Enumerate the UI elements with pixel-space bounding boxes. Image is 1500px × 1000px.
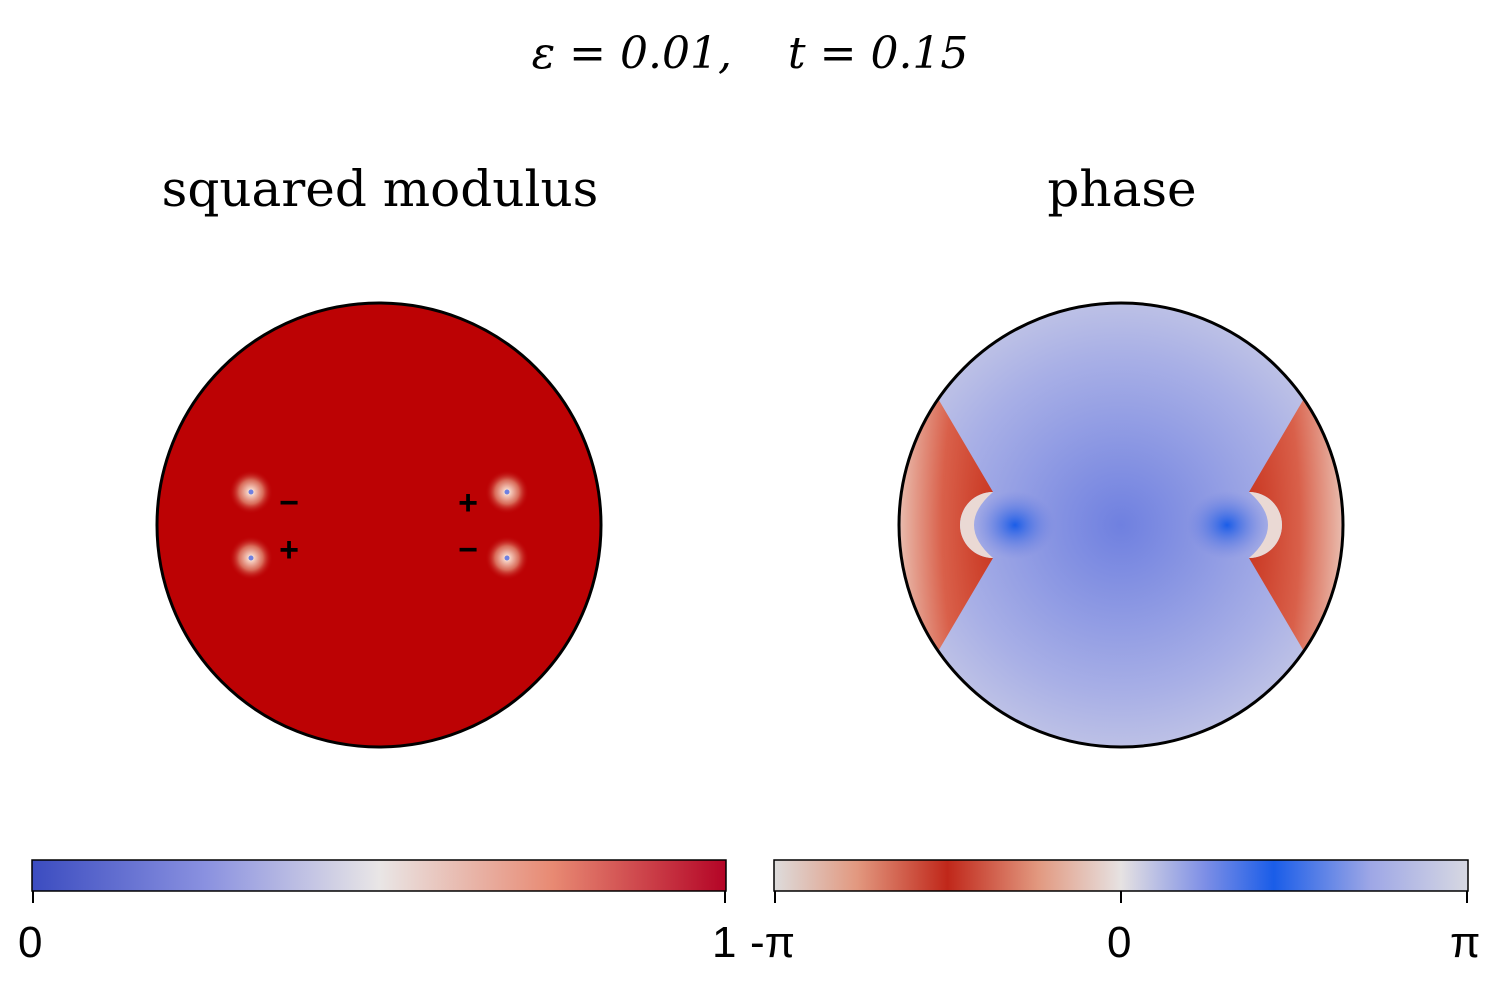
phase-colorbar-gradient [773,859,1469,892]
phase-panel [897,301,1345,749]
vortex-sign-label: + [279,531,299,569]
phase-blue-cup-left [975,491,1055,559]
modulus-disk-outline [155,301,603,749]
vortex-center [504,489,510,495]
phase-tick-label-min: -π [750,918,796,967]
modulus-disk [157,303,601,747]
modulus-panel-title: squared modulus [161,160,599,218]
phase-blue-cup-right [1187,491,1267,559]
phase-tick-label-zero: 0 [1107,918,1132,967]
modulus-panel: − + + − [155,301,603,749]
vortex-center [248,489,254,495]
vortex-center [504,555,510,561]
phase-colorbar [773,859,1469,903]
phase-light-band-right [1249,492,1282,558]
vortex-sign-label: − [458,531,478,569]
phase-tick-label-max: π [1450,918,1481,967]
figure-title: ε = 0.01, t = 0.15 [531,28,969,79]
vortex-sign-label: − [279,484,299,522]
vortex-sign-label: + [458,484,478,522]
phase-disk-outline [897,301,1345,749]
modulus-tick-label-min: 0 [18,918,43,967]
modulus-tick-label-max: 1 [712,918,737,967]
phase-light-band-left [960,492,993,558]
phase-disk [899,303,1343,747]
modulus-colorbar [31,859,727,903]
modulus-colorbar-gradient [31,859,727,892]
vortex-center [248,555,254,561]
phase-panel-title: phase [1047,160,1197,218]
